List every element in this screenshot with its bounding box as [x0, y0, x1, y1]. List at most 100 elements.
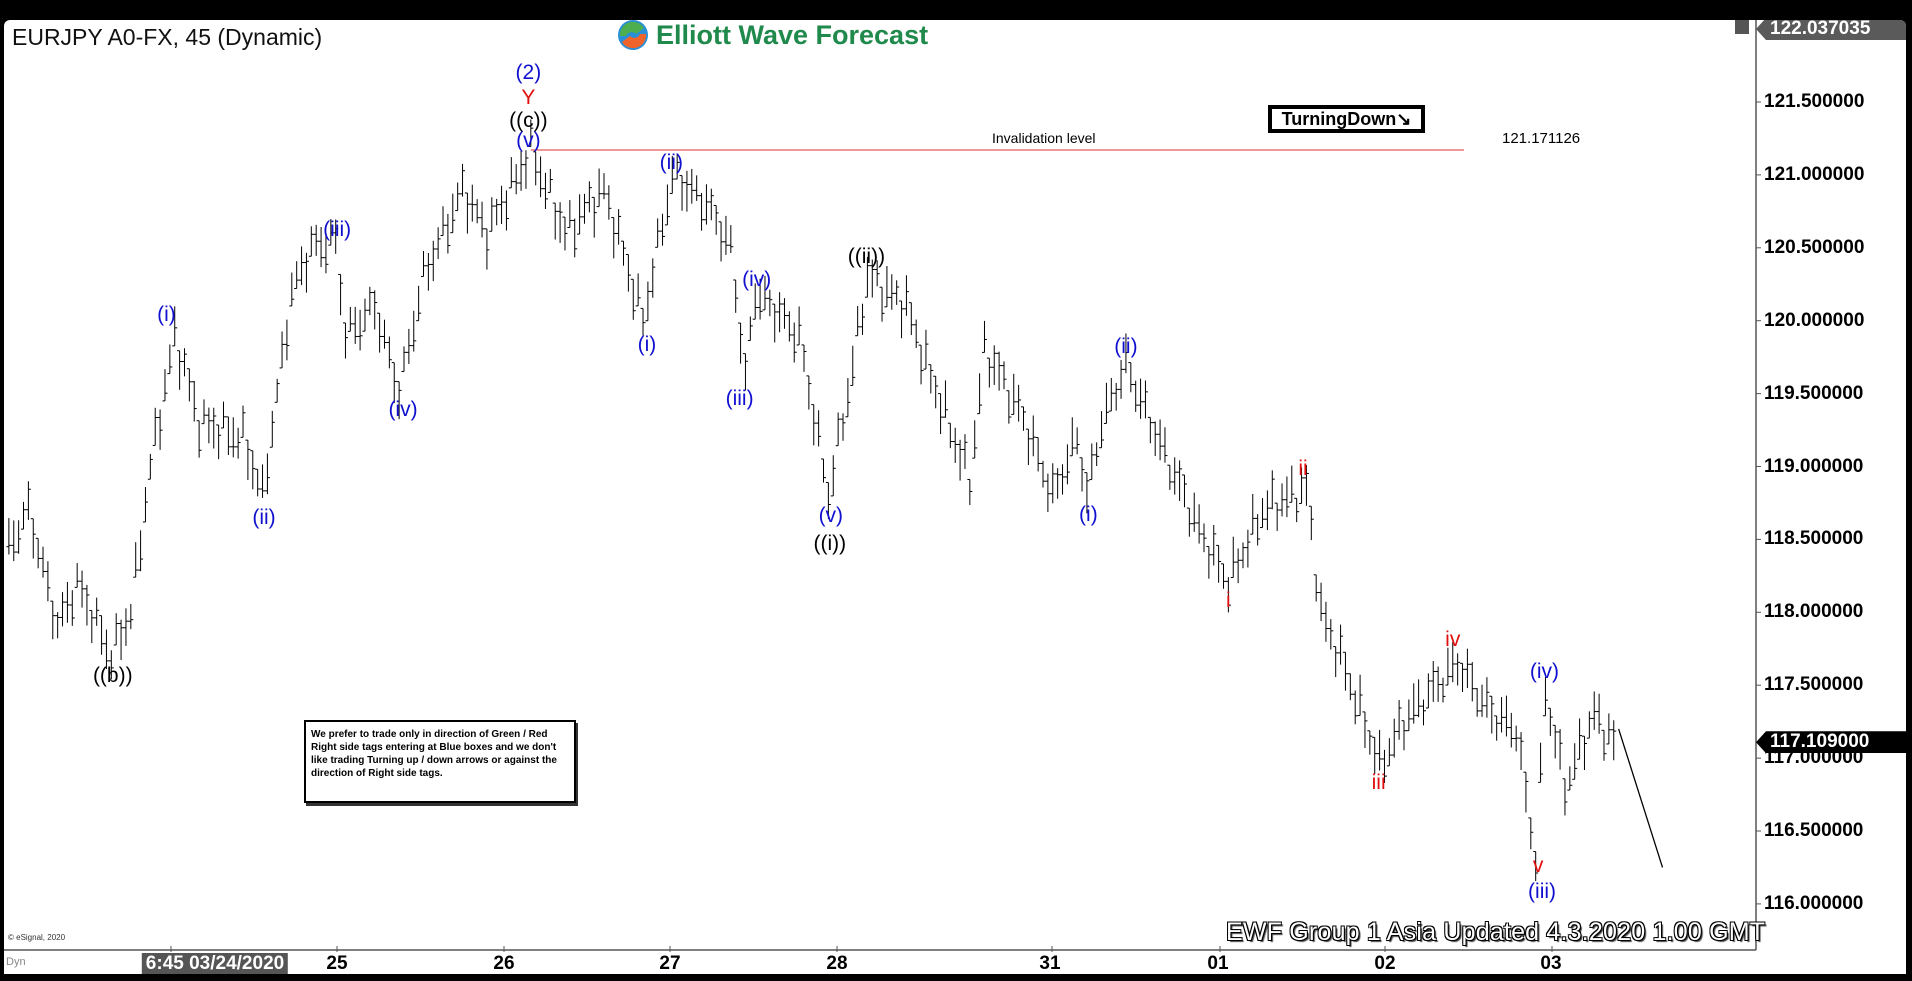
price-bar [874, 260, 880, 287]
price-bar [391, 362, 397, 404]
price-bar [528, 119, 534, 147]
price-bar [742, 353, 748, 391]
price-bar [333, 219, 339, 254]
price-bar [1211, 525, 1217, 566]
price-bar [577, 194, 583, 235]
price-bar [581, 193, 587, 224]
price-bar [796, 306, 802, 346]
price-bar [981, 320, 987, 353]
wave-label: Y [521, 85, 536, 109]
price-bar [1172, 457, 1178, 495]
price-bar [396, 381, 402, 420]
price-bar [1123, 333, 1129, 374]
invalidation-value: 121.171126 [1502, 130, 1581, 147]
price-bar [908, 302, 914, 336]
price-bar [1128, 362, 1134, 393]
price-bar [1528, 817, 1534, 850]
y-tick-label: 118.000000 [1764, 601, 1864, 623]
price-bar [913, 319, 919, 349]
price-bar [99, 615, 105, 655]
price-bar [801, 344, 807, 372]
price-bar [89, 609, 95, 644]
price-bar [284, 319, 290, 361]
invalidation-label: Invalidation level [992, 130, 1096, 146]
price-bar [1396, 700, 1402, 740]
price-bar [118, 619, 124, 661]
price-bar [928, 364, 934, 394]
wave-label: ((c)) [509, 108, 548, 132]
price-bar [411, 310, 417, 352]
price-bar [50, 600, 56, 640]
price-bar [1289, 465, 1295, 503]
price-bar [133, 542, 139, 578]
price-bar [884, 266, 890, 308]
price-bar [435, 227, 441, 259]
price-bar [191, 380, 197, 422]
price-bar [1177, 460, 1183, 501]
price-bar [157, 409, 163, 450]
x-tick-label: 6:45 03/24/2020 [141, 953, 289, 974]
price-bar [25, 481, 31, 520]
price-bar [21, 501, 27, 530]
price-bar [186, 368, 192, 402]
price-bar [1430, 661, 1436, 702]
price-bar [1611, 720, 1617, 761]
price-bar [45, 561, 51, 602]
price-bar [889, 274, 895, 310]
price-bar [1299, 467, 1305, 504]
price-bar [762, 275, 768, 311]
price-bar [1021, 406, 1027, 431]
price-bar [567, 200, 573, 228]
price-bar [694, 175, 700, 201]
dyn-label: Dyn [6, 956, 26, 968]
price-bar [757, 278, 763, 320]
price-bar [1581, 735, 1587, 771]
price-bar [723, 215, 729, 255]
wave-label: (ii) [1114, 334, 1138, 358]
wave-label: (ii) [252, 505, 276, 529]
price-bar [177, 350, 183, 390]
y-tick-label: 118.500000 [1764, 528, 1864, 550]
price-bar [1313, 574, 1319, 602]
price-bar [728, 225, 734, 253]
wave-label: (iii) [725, 387, 754, 411]
price-bar [1103, 382, 1109, 424]
price-bar [1118, 360, 1124, 399]
price-bar [957, 439, 963, 481]
wave-label: (2) [515, 60, 542, 84]
price-bar [503, 190, 509, 231]
price-bar [1591, 691, 1597, 730]
x-tick-label: 28 [826, 953, 848, 974]
price-bar [1328, 619, 1334, 650]
price-bar [1099, 411, 1105, 449]
price-bar [1167, 464, 1173, 490]
price-bar [1464, 648, 1470, 689]
price-bar [767, 289, 773, 317]
price-bar [1016, 384, 1022, 422]
price-bar [406, 328, 412, 364]
price-bar [235, 427, 241, 459]
price-bar [533, 151, 539, 186]
price-bar [216, 424, 222, 460]
price-chart[interactable] [4, 20, 1906, 974]
price-bar [962, 434, 968, 469]
price-bar [972, 420, 978, 459]
price-bar [421, 251, 427, 277]
price-bar [1538, 742, 1544, 783]
price-bar [1055, 468, 1061, 499]
wave-label: (i) [637, 333, 657, 357]
y-tick-label: 120.500000 [1764, 236, 1865, 258]
price-bar [1264, 490, 1270, 531]
price-bar [1050, 463, 1056, 504]
restore-window-icon[interactable] [1735, 20, 1749, 34]
x-tick-label: 25 [326, 953, 348, 974]
price-bar [689, 168, 695, 204]
price-bar [1381, 749, 1387, 783]
price-bar [752, 283, 758, 320]
price-bar [1006, 390, 1012, 424]
price-bar [1260, 498, 1266, 529]
x-tick-label: 26 [493, 953, 515, 974]
price-bar [1513, 725, 1519, 752]
price-bar [835, 412, 841, 447]
price-bar [977, 373, 983, 415]
